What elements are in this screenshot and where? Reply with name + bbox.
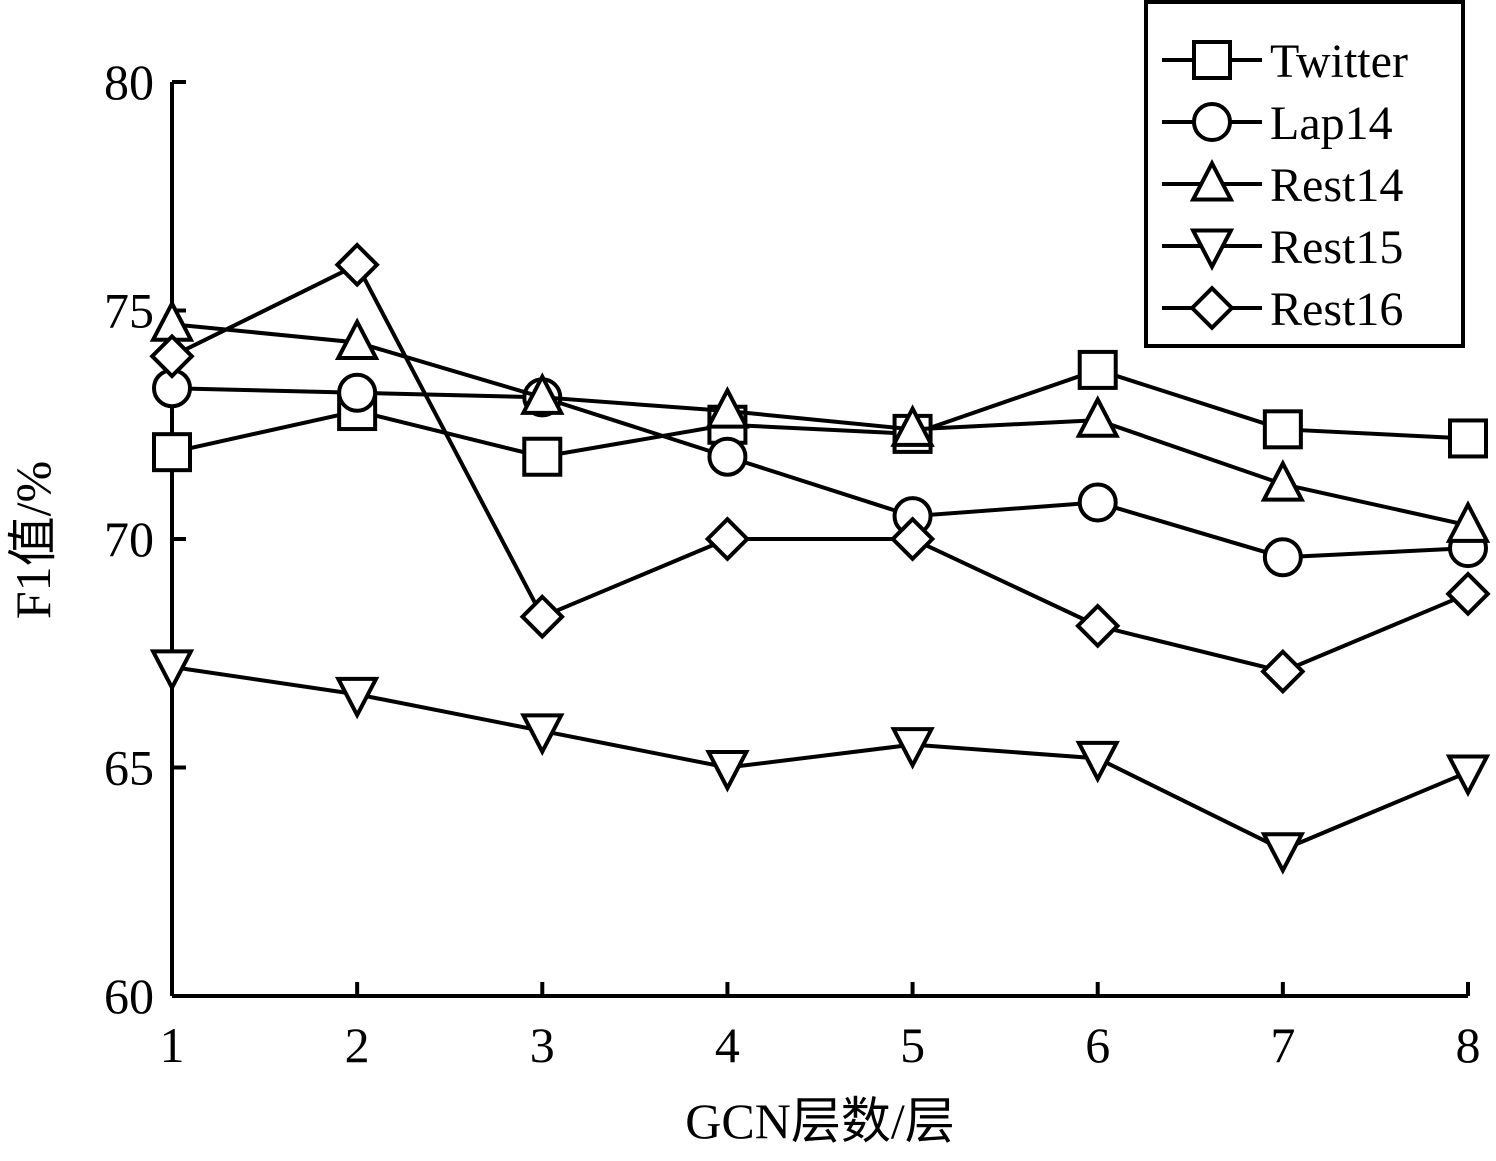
data-point-rest16 (149, 333, 195, 379)
data-point-rest15 (1260, 832, 1306, 875)
legend-item-rest16: Rest16 (1162, 283, 1403, 336)
series-rest14 (149, 299, 1491, 543)
series-line-lap14 (171, 386, 1469, 560)
x-tick-label: 2 (345, 1017, 370, 1073)
x-tick-label: 1 (160, 1017, 185, 1073)
data-point-twitter (1262, 409, 1303, 450)
x-axis-label: GCN层数/层 (685, 1093, 954, 1149)
legend-label: Rest16 (1270, 283, 1403, 336)
data-point-rest14 (520, 372, 565, 415)
data-point-twitter (1448, 418, 1488, 459)
series-line-rest14 (171, 322, 1469, 528)
data-point-rest14 (1075, 395, 1120, 438)
y-tick-label: 60 (104, 968, 154, 1024)
legend: Twitter Lap14 Rest14 Rest15 Rest16 (1144, 0, 1465, 348)
legend-item-rest15: Rest15 (1162, 221, 1403, 274)
x-tick-label: 8 (1456, 1017, 1481, 1073)
legend-item-twitter: Twitter (1162, 35, 1408, 88)
series-line-rest16 (171, 262, 1469, 674)
y-tick-label: 70 (104, 511, 154, 567)
series-rest15 (149, 649, 1491, 875)
y-tick-label: 80 (104, 54, 154, 110)
legend-items: Twitter Lap14 Rest14 Rest15 Rest16 (1162, 35, 1408, 336)
data-point-rest16 (519, 594, 565, 640)
legend-label: Twitter (1270, 35, 1408, 88)
x-tick-label: 3 (530, 1017, 555, 1073)
data-point-rest15 (520, 713, 565, 756)
y-axis-label: F1值/% (5, 461, 61, 619)
data-point-rest16 (1445, 571, 1491, 617)
data-point-rest14 (890, 404, 935, 447)
legend-label: Rest15 (1270, 221, 1403, 274)
series-rest16 (149, 242, 1491, 695)
legend-marker (1189, 228, 1235, 272)
legend-marker (1192, 102, 1232, 142)
data-point-twitter (522, 436, 563, 477)
data-point-rest15 (149, 649, 195, 692)
data-point-rest16 (889, 516, 936, 562)
legend-marker (1189, 158, 1235, 202)
data-point-lap14 (1077, 482, 1118, 523)
data-point-rest14 (705, 386, 750, 429)
data-point-rest16 (704, 516, 751, 562)
legend-marker (1192, 40, 1232, 80)
data-point-lap14 (707, 436, 748, 477)
series-line-rest15 (171, 664, 1469, 852)
data-point-twitter (152, 432, 192, 473)
data-point-lap14 (1262, 537, 1303, 578)
x-tick-label: 6 (1085, 1017, 1110, 1073)
data-point-rest14 (1260, 459, 1306, 502)
series-twitter (152, 349, 1488, 477)
legend-marker (1189, 285, 1235, 331)
legend-label: Rest14 (1270, 159, 1403, 212)
data-point-rest14 (334, 317, 380, 361)
y-tick-label: 65 (104, 740, 154, 796)
data-point-twitter (1077, 349, 1118, 390)
x-tick-label: 7 (1270, 1017, 1295, 1073)
x-tick-label: 5 (900, 1017, 925, 1073)
legend-label: Lap14 (1270, 97, 1393, 150)
series-line-twitter (171, 367, 1469, 459)
data-point-lap14 (337, 372, 378, 413)
data-point-rest15 (1445, 754, 1491, 798)
series-layer (149, 242, 1491, 875)
x-tick-label: 4 (715, 1017, 740, 1073)
legend-item-rest14: Rest14 (1162, 158, 1403, 212)
data-point-rest15 (334, 676, 380, 720)
data-point-rest14 (1445, 500, 1491, 543)
data-point-rest15 (705, 749, 750, 793)
y-tick-label: 75 (104, 283, 154, 339)
legend-item-lap14: Lap14 (1162, 97, 1393, 150)
data-point-rest16 (1260, 648, 1306, 695)
data-point-rest15 (890, 727, 935, 770)
data-point-rest16 (334, 242, 380, 288)
axes: 60 65 70 75 80 1 2 3 4 5 6 7 8 (104, 54, 1481, 1073)
data-point-rest16 (1075, 603, 1121, 649)
data-point-rest15 (1075, 740, 1120, 784)
